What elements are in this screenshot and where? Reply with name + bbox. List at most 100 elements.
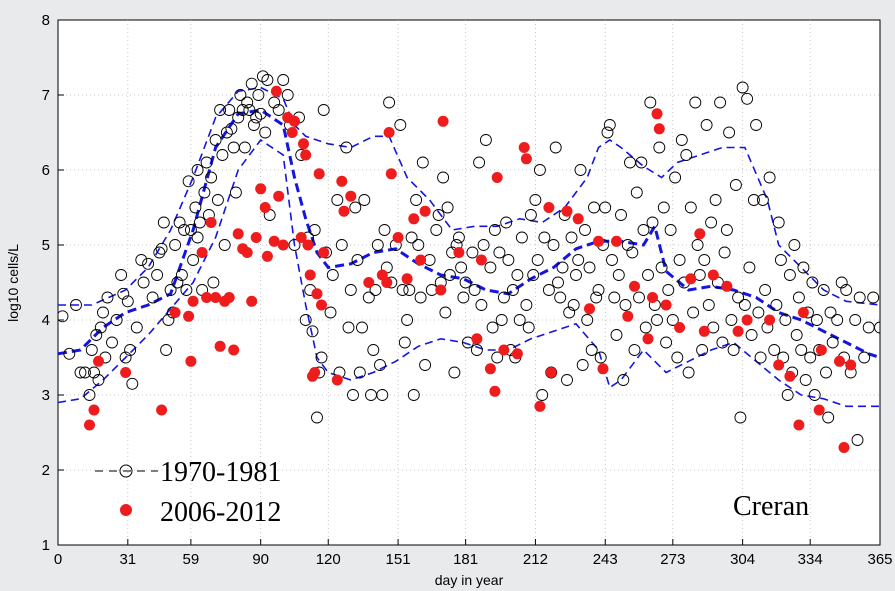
hist-point <box>349 201 362 214</box>
recent-point <box>336 175 348 187</box>
recent-point <box>694 228 706 240</box>
hist-point <box>106 336 118 349</box>
hist-point <box>515 231 528 244</box>
hist-point <box>549 141 562 154</box>
hist-point <box>410 194 423 206</box>
hist-point <box>245 77 258 90</box>
hist-point <box>281 89 294 101</box>
hist-point <box>759 284 772 296</box>
hist-point <box>684 201 697 214</box>
recent-point <box>611 235 622 247</box>
hist-point <box>655 261 668 274</box>
hist-point <box>164 284 177 296</box>
hist-point <box>520 299 533 311</box>
hist-point <box>705 216 718 229</box>
recent-point <box>572 213 584 225</box>
recent-point <box>647 292 658 303</box>
hist-point <box>567 299 580 311</box>
hist-point <box>277 74 290 86</box>
hist-point <box>198 186 211 199</box>
hist-point <box>572 254 585 266</box>
hist-point <box>612 269 625 281</box>
hist-point <box>488 224 501 236</box>
x-tick-label: 334 <box>798 551 823 568</box>
x-tick-label: 304 <box>730 551 755 568</box>
recent-point <box>520 153 532 165</box>
recent-point <box>741 314 753 326</box>
hist-point <box>522 321 535 334</box>
recent-point <box>534 400 546 412</box>
recent-point <box>593 235 604 247</box>
recent-point <box>622 310 634 322</box>
hist-point <box>416 156 429 169</box>
hist-point <box>175 269 188 281</box>
hist-point <box>792 291 805 304</box>
recent-point <box>383 127 395 138</box>
legend: 1970-1981 2006-2012 <box>95 457 281 528</box>
legend-recent-marker <box>120 504 132 516</box>
hist-point <box>826 336 839 349</box>
recent-point <box>419 205 431 217</box>
recent-point <box>392 232 404 243</box>
hist-point <box>583 261 596 274</box>
recent-point <box>660 299 672 311</box>
hist-point <box>439 306 452 319</box>
hist-point <box>173 216 186 229</box>
hist-point <box>756 194 769 206</box>
recent-point <box>543 202 555 213</box>
recent-point <box>259 202 271 213</box>
hist-point <box>252 89 265 101</box>
recent-point <box>698 325 710 337</box>
hist-point <box>806 276 819 289</box>
hist-point <box>383 96 396 109</box>
hist-point <box>594 351 607 364</box>
hist-point <box>493 246 506 259</box>
hist-point <box>630 186 643 199</box>
hist-point <box>506 284 519 296</box>
recent-point <box>187 295 199 307</box>
recent-point <box>286 127 298 138</box>
recent-point <box>545 367 557 378</box>
hist-point <box>448 366 461 379</box>
y-tick-label: 5 <box>42 237 50 254</box>
hist-point <box>797 261 810 274</box>
hist-point <box>331 194 344 206</box>
hist-point <box>169 239 182 251</box>
hist-point <box>121 295 134 308</box>
hist-point <box>750 119 763 131</box>
hist-point <box>673 254 686 266</box>
legend-recent-label: 2006-2012 <box>160 497 281 528</box>
hist-point <box>858 351 871 364</box>
recent-point <box>764 314 776 326</box>
hist-point <box>205 171 218 184</box>
hist-point <box>193 216 206 229</box>
hist-point <box>617 374 630 386</box>
recent-point <box>214 340 226 352</box>
hist-point <box>63 347 76 360</box>
hist-point <box>414 291 427 304</box>
hist-point <box>754 351 767 364</box>
hist-point <box>781 389 794 401</box>
hist-point <box>238 141 251 154</box>
hist-point <box>633 291 645 304</box>
recent-point <box>185 355 197 367</box>
hist-point <box>288 239 301 251</box>
recent-point <box>246 295 258 307</box>
recent-point <box>331 374 343 386</box>
recent-point <box>385 168 397 180</box>
hist-point <box>675 134 688 146</box>
hist-point <box>130 321 143 334</box>
recent-point <box>241 247 253 258</box>
hist-point <box>126 377 139 390</box>
hist-point <box>851 434 864 446</box>
hist-point <box>772 216 785 229</box>
recent-point <box>223 292 235 303</box>
hist-point <box>495 314 508 326</box>
hist-point <box>335 239 348 251</box>
series-2006-2012 <box>84 85 857 453</box>
hist-point <box>720 224 733 236</box>
recent-point <box>498 344 510 356</box>
hist-point <box>491 351 504 364</box>
hist-point <box>155 242 168 255</box>
hist-point <box>700 119 713 131</box>
